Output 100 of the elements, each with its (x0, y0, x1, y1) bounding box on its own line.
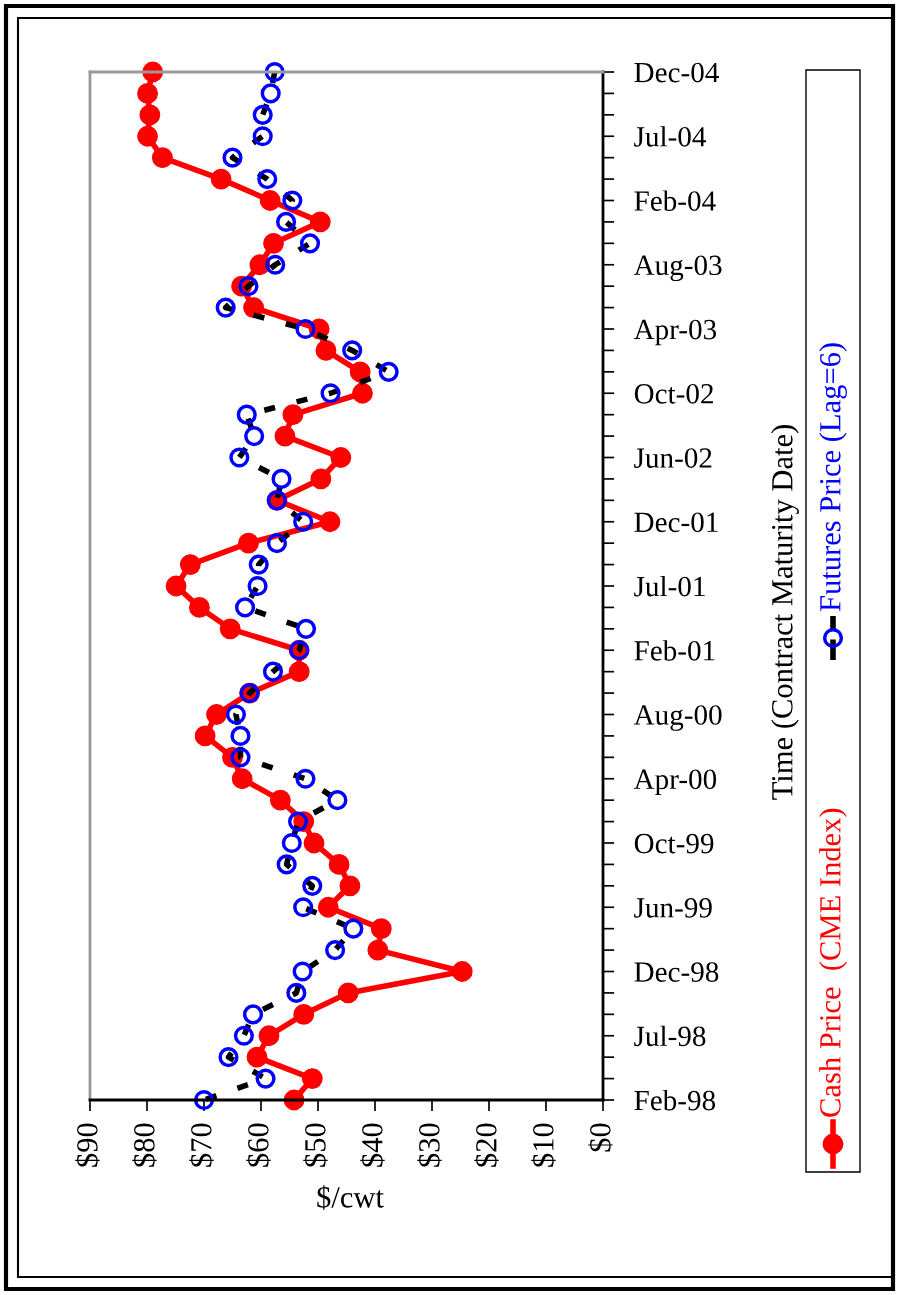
point (339, 875, 361, 897)
y-tick-label: Feb-04 (634, 190, 716, 211)
y-tick-label: Jul-04 (634, 126, 707, 147)
y-tick-label: Dec-98 (634, 962, 719, 982)
point (274, 425, 296, 447)
point (303, 832, 325, 854)
point (229, 447, 250, 468)
y-tick-label: Jun-02 (634, 448, 712, 468)
point (266, 533, 288, 554)
point (288, 661, 310, 683)
point (193, 1089, 215, 1111)
text: Cash Price (CME Index) (819, 808, 847, 1117)
point (325, 940, 346, 961)
point (342, 340, 363, 361)
point (258, 1025, 280, 1047)
y-axis-title: Time (Contract Maturity Date) (771, 425, 799, 800)
point (218, 1047, 239, 1068)
point (295, 618, 317, 639)
point (259, 190, 281, 211)
point (265, 254, 286, 275)
point (219, 618, 241, 640)
y-tick-label: Jul-98 (634, 1025, 706, 1047)
point (257, 169, 278, 190)
point (225, 704, 246, 725)
point (189, 596, 210, 618)
x-tick-label: $0 (588, 1123, 613, 1152)
point (151, 147, 173, 169)
point (286, 982, 307, 1003)
point (269, 789, 291, 811)
point (194, 725, 216, 747)
y-tick-label: Aug-00 (633, 705, 722, 731)
point (264, 61, 285, 83)
y-tick-label: Dec-04 (634, 62, 719, 83)
point (271, 468, 292, 489)
point (260, 83, 281, 104)
x-tick-label: $20 (474, 1123, 499, 1167)
point (287, 811, 309, 832)
x-tick-label: $80 (132, 1123, 157, 1167)
point (281, 832, 302, 854)
point (234, 597, 256, 618)
point (295, 318, 316, 340)
point (352, 382, 373, 404)
x-tick-label: $70 (189, 1123, 214, 1167)
point (299, 233, 321, 254)
point (282, 190, 303, 211)
point (451, 961, 473, 982)
point (293, 1003, 315, 1025)
point (367, 939, 389, 961)
point (247, 575, 268, 597)
point (243, 297, 265, 319)
point (276, 854, 297, 875)
point (317, 896, 339, 918)
point (230, 747, 251, 768)
point (328, 853, 350, 875)
point (222, 147, 243, 168)
y-tick-label: Aug-03 (633, 255, 722, 282)
y-tick-label: Jun-99 (634, 898, 712, 918)
point (206, 704, 227, 725)
point (230, 725, 251, 746)
point (244, 426, 265, 447)
point (293, 511, 314, 532)
point (165, 575, 187, 597)
point (276, 211, 297, 232)
point (320, 383, 341, 404)
point (349, 361, 371, 383)
point (302, 875, 323, 896)
point (370, 918, 392, 940)
point (215, 297, 236, 318)
point (295, 768, 316, 789)
y-tick-label: Jul-01 (634, 575, 705, 597)
point (255, 1068, 276, 1089)
point (238, 532, 259, 554)
point (233, 1025, 254, 1046)
point (238, 276, 259, 297)
point (252, 104, 273, 125)
y-tick-label: Apr-00 (633, 769, 717, 796)
point (330, 447, 352, 468)
point (179, 554, 201, 576)
point (292, 961, 313, 982)
point (337, 982, 359, 1004)
point (262, 661, 284, 682)
point (327, 790, 348, 811)
x-tick-label: $10 (531, 1123, 556, 1167)
x-tick-label: $90 (75, 1123, 100, 1167)
point (252, 126, 273, 147)
point (319, 511, 341, 533)
y-tick-label: Feb-98 (634, 1089, 716, 1111)
x-tick-label: $40 (360, 1123, 385, 1167)
y-tick-label: Apr-03 (633, 319, 717, 346)
point (137, 125, 158, 147)
point (236, 404, 257, 425)
x-tick-label: $30 (417, 1123, 442, 1167)
x-axis-title: $/cwt (317, 1185, 384, 1210)
point (137, 82, 158, 104)
point (378, 361, 399, 382)
point (343, 918, 364, 939)
point (231, 768, 253, 790)
x-tick-label: $60 (246, 1123, 271, 1167)
point (246, 1046, 268, 1068)
point (248, 554, 269, 575)
